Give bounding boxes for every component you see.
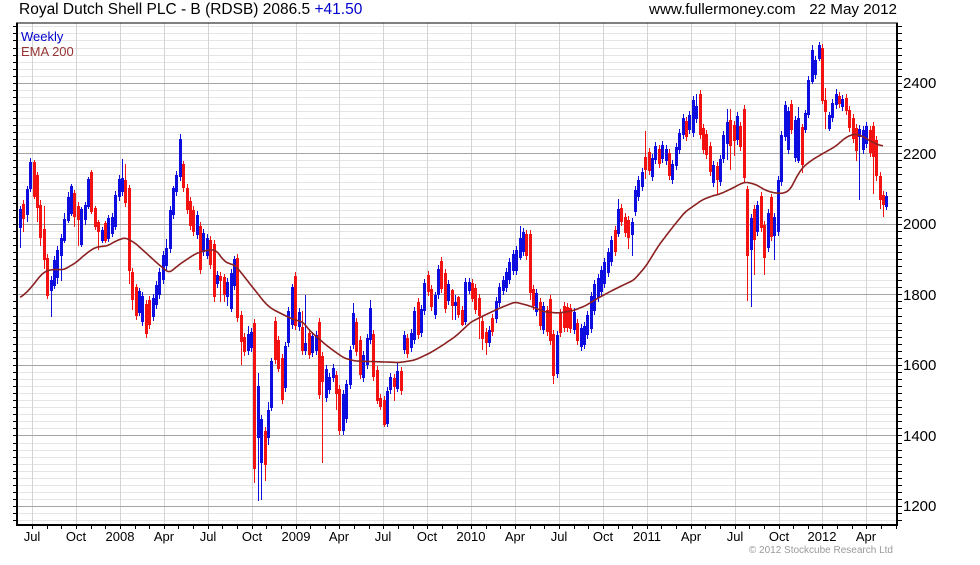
svg-text:1600: 1600 [903, 357, 936, 374]
svg-text:Oct: Oct [242, 529, 263, 544]
svg-text:Oct: Oct [593, 529, 614, 544]
svg-text:Apr: Apr [681, 529, 702, 544]
svg-text:1200: 1200 [903, 498, 936, 515]
svg-text:Jul: Jul [727, 529, 744, 544]
svg-text:Apr: Apr [856, 529, 877, 544]
svg-text:2000: 2000 [903, 216, 936, 233]
svg-text:Jul: Jul [375, 529, 392, 544]
svg-text:Jul: Jul [551, 529, 568, 544]
svg-text:2012: 2012 [808, 529, 837, 544]
svg-text:Apr: Apr [154, 529, 175, 544]
svg-text:2011: 2011 [633, 529, 661, 544]
svg-text:1400: 1400 [903, 428, 936, 445]
svg-text:Royal Dutch Shell PLC - B (RDS: Royal Dutch Shell PLC - B (RDSB) 2086.5 … [19, 1, 363, 18]
svg-text:Jul: Jul [200, 529, 217, 544]
svg-text:© 2012 Stockcube Research Ltd: © 2012 Stockcube Research Ltd [749, 545, 893, 556]
svg-text:2400: 2400 [903, 75, 936, 92]
svg-text:Apr: Apr [505, 529, 526, 544]
svg-text:Oct: Oct [769, 529, 790, 544]
svg-text:EMA 200: EMA 200 [21, 44, 74, 59]
svg-text:Oct: Oct [417, 529, 438, 544]
svg-text:2008: 2008 [106, 529, 135, 544]
svg-text:2200: 2200 [903, 146, 936, 163]
svg-text:Weekly: Weekly [21, 29, 64, 44]
svg-text:Apr: Apr [329, 529, 350, 544]
svg-text:22 May 2012: 22 May 2012 [809, 1, 897, 18]
svg-text:2010: 2010 [457, 529, 486, 544]
svg-text:2009: 2009 [282, 529, 311, 544]
svg-text:Jul: Jul [24, 529, 41, 544]
svg-text:Oct: Oct [66, 529, 87, 544]
svg-text:1800: 1800 [903, 287, 936, 304]
svg-text:www.fullermoney.com: www.fullermoney.com [648, 1, 796, 18]
